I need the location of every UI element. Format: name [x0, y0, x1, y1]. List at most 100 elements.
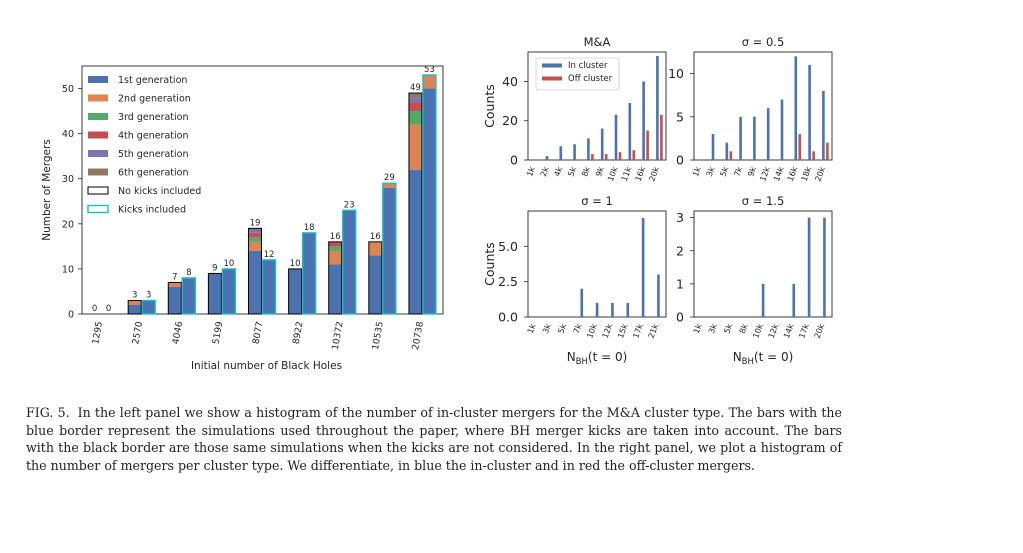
bar-value-label: 3: [132, 290, 137, 300]
bar: [739, 116, 742, 160]
x-tick-label: 20k: [813, 165, 827, 182]
bar-segment: [182, 277, 196, 314]
bar-segment: [248, 250, 262, 314]
bar-value-label: 3: [146, 290, 151, 300]
bar-segment: [422, 88, 436, 314]
bar: [711, 134, 715, 160]
bar-border-kicks: [342, 209, 357, 315]
bar-segment: [408, 93, 422, 98]
y-tick-label: 40: [502, 74, 518, 89]
bar-border-kicks: [181, 277, 196, 315]
bar-value-label: 10: [223, 259, 234, 269]
bar-border-kicks: [382, 182, 397, 315]
bar-segment: [342, 210, 356, 314]
y-axis-label: Counts: [482, 84, 497, 128]
legend-swatch: [88, 94, 108, 102]
legend-entry: 5th generation: [118, 149, 188, 160]
bar-value-label: 23: [344, 200, 355, 210]
legend-swatch: [88, 150, 108, 157]
bar: [611, 302, 614, 317]
y-axis-label: Number of Mergers: [41, 139, 53, 241]
bar-value-label: 18: [304, 223, 315, 233]
axes-frame: [527, 51, 667, 161]
bar-value-label: 29: [384, 173, 395, 183]
x-tick-label: 10k: [751, 322, 765, 339]
bar: [780, 99, 784, 160]
bar: [626, 302, 630, 317]
legend-swatch: [88, 168, 108, 176]
bar: [725, 142, 729, 160]
bar-segment: [248, 241, 262, 251]
bar: [614, 114, 618, 160]
figure-caption: FIG. 5. In the left panel we show a histo…: [26, 404, 842, 474]
bar-segment: [302, 232, 316, 314]
bar-value-label: 0: [106, 304, 111, 314]
x-tick-label: 12k: [758, 165, 772, 182]
x-tick-label: 1295: [91, 321, 105, 345]
x-tick-label: 1k: [525, 165, 537, 178]
x-tick-label: 17k: [797, 322, 811, 339]
x-tick-label: 20738: [411, 321, 426, 351]
bar-value-label: 10: [290, 259, 301, 269]
x-tick-label: 16k: [786, 165, 800, 182]
x-tick-label: 5k: [566, 165, 578, 178]
bar-value-label: 49: [410, 83, 421, 93]
bar-segment: [128, 300, 142, 305]
x-tick-label: 8k: [580, 165, 592, 178]
axes-frame: [527, 210, 667, 318]
bar-segment: [248, 237, 262, 242]
bar-segment: [408, 169, 422, 314]
bar-segment: [208, 273, 222, 314]
y-tick-label: 10: [668, 66, 684, 81]
legend-entry: 1st generation: [118, 75, 187, 86]
bar-segment: [288, 268, 302, 314]
x-tick-label: 15k: [616, 322, 630, 339]
x-tick-label: 2570: [131, 321, 145, 346]
bar-segment: [368, 255, 382, 314]
bar-border-no-kicks: [207, 272, 222, 315]
bar: [646, 130, 649, 160]
bar: [656, 55, 659, 160]
x-tick-label: 5k: [722, 322, 734, 335]
right-panel-sigma-1-5: σ = 1.5 0 1 2 3 1k 3k 5k 8k 10k 12k 14k 17k 20k NBH(t …: [676, 194, 833, 367]
x-axis-label: NBH(t = 0): [733, 350, 794, 367]
bar-value-label: 0: [92, 304, 97, 314]
panel-title: σ = 0.5: [742, 35, 785, 49]
panel-title: σ = 1.5: [742, 194, 785, 208]
bar: [595, 302, 599, 317]
y-tick-label: 5.0: [498, 239, 518, 254]
bar: [807, 217, 811, 317]
bar-border-kicks: [301, 232, 317, 315]
y-tick-label: 40: [62, 129, 74, 140]
x-tick-label: 5k: [556, 322, 568, 335]
legend-entry: 4th generation: [118, 131, 188, 142]
bar-segment: [408, 111, 422, 125]
legend-swatch: [88, 76, 108, 83]
x-tick-label: 11k: [620, 165, 634, 182]
bar: [660, 114, 663, 160]
bar-border-no-kicks: [328, 241, 343, 315]
bar-border-kicks: [141, 299, 156, 315]
legend-entry: 6th generation: [118, 168, 188, 179]
legend-entry: 2nd generation: [118, 94, 191, 105]
bar: [792, 283, 796, 317]
bar: [559, 146, 563, 160]
x-tick-label: 9k: [746, 165, 758, 178]
x-tick-label: 1k: [526, 322, 538, 335]
bar: [766, 108, 770, 160]
x-axis-label: Initial number of Black Holes: [191, 360, 342, 372]
y-tick-label: 20: [502, 113, 518, 128]
legend-entry: 3rd generation: [118, 112, 189, 123]
bar-segment: [328, 241, 342, 247]
bar-segment: [382, 187, 396, 314]
bar: [642, 81, 645, 160]
bar: [823, 217, 826, 317]
bar: [729, 151, 733, 160]
x-tick-label: 9k: [594, 165, 606, 178]
x-tick-label: 18k: [800, 165, 814, 182]
bar-segment: [328, 264, 342, 314]
bar-segment: [422, 75, 436, 89]
